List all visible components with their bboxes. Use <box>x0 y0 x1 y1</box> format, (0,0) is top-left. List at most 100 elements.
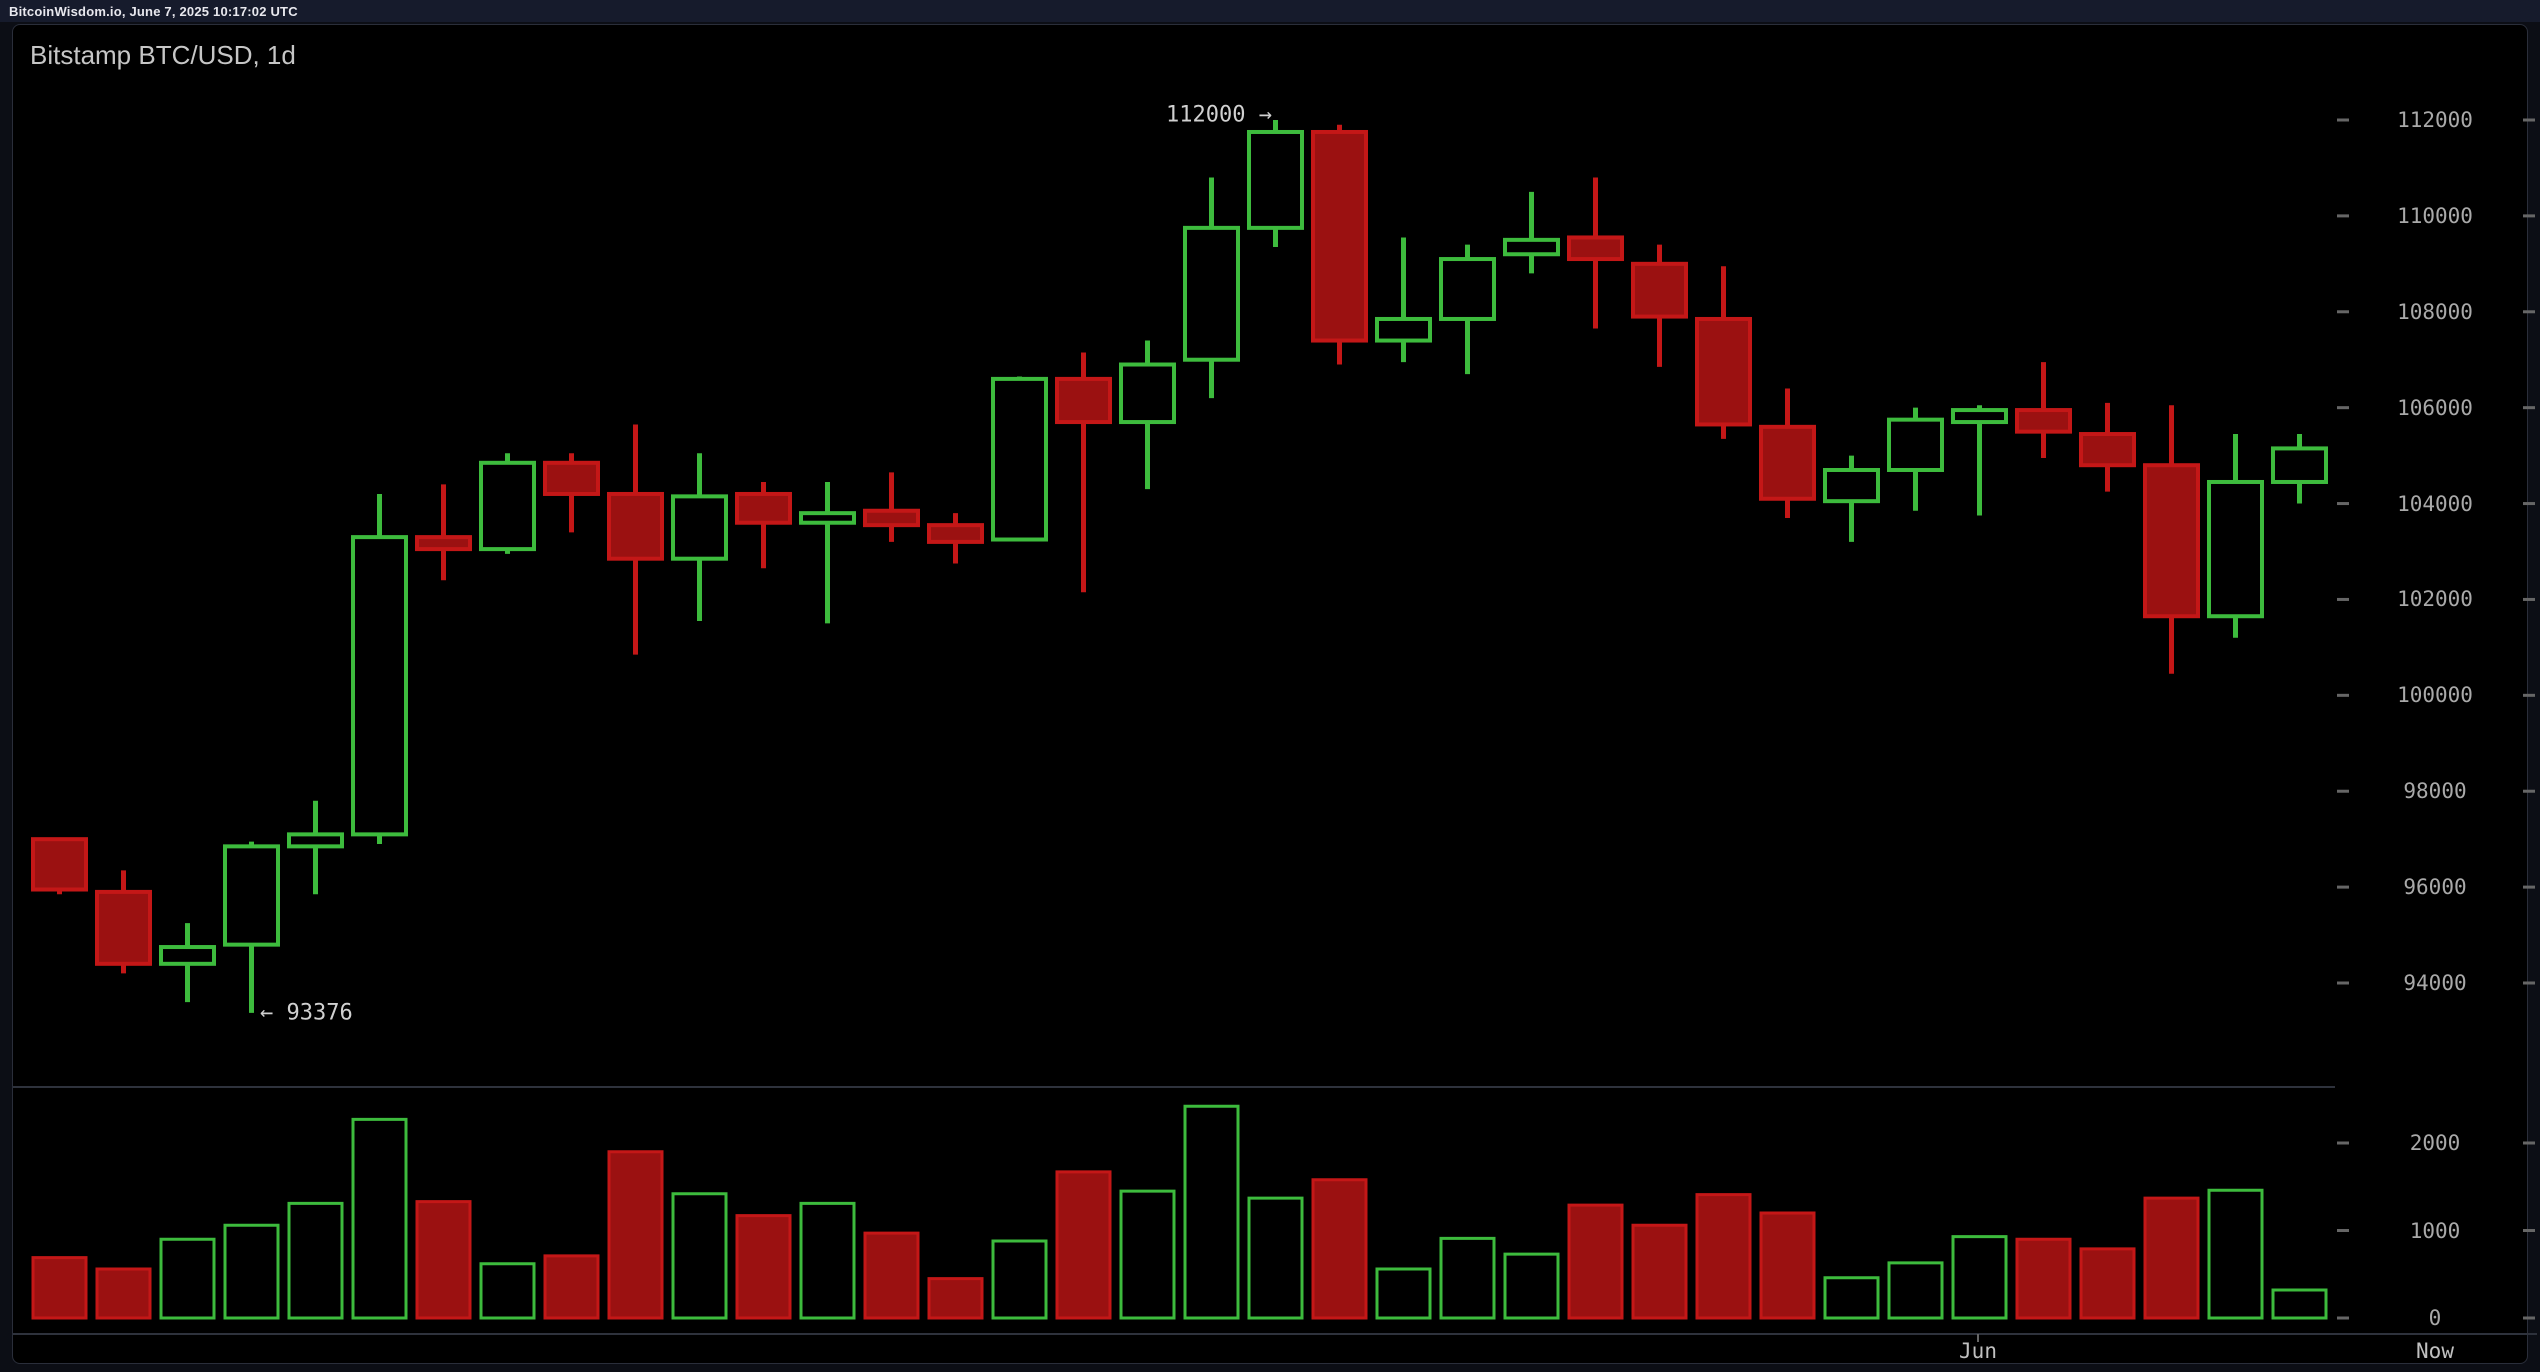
price-tick <box>2337 885 2349 889</box>
candle-body <box>479 460 536 552</box>
volume-bar <box>799 1201 856 1320</box>
price-tick <box>2337 981 2349 985</box>
candle-body <box>1887 417 1944 472</box>
volume-bar <box>1247 1196 1304 1320</box>
volume-bar <box>1631 1223 1688 1320</box>
volume-bar <box>927 1277 984 1320</box>
volume-bar <box>2271 1288 2328 1320</box>
volume-bar <box>991 1239 1048 1320</box>
candle-body <box>2143 463 2200 619</box>
volume-bar <box>1951 1235 2008 1320</box>
price-axis-label: 112000 <box>2397 108 2473 132</box>
volume-bar <box>2079 1247 2136 1320</box>
volume-tick <box>2337 1141 2349 1145</box>
candle-body <box>671 494 728 561</box>
price-tick <box>2337 502 2349 506</box>
price-tick <box>2523 693 2535 697</box>
volume-bar <box>1567 1203 1624 1320</box>
price-axis-label: 98000 <box>2403 779 2467 804</box>
candle-body <box>1951 408 2008 425</box>
price-tick <box>2523 214 2535 218</box>
volume-bar <box>2143 1196 2200 1320</box>
candle-body <box>2015 408 2072 434</box>
price-axis-label: 96000 <box>2403 875 2467 900</box>
price-tick <box>2523 597 2535 601</box>
candle-body <box>1247 129 1304 230</box>
volume-bar <box>1055 1170 1112 1320</box>
chart-panel <box>12 24 2528 1364</box>
candle-body <box>2079 432 2136 468</box>
candle-body <box>1055 376 1112 425</box>
candle-body <box>351 535 408 837</box>
price-axis-label: 100000 <box>2397 683 2473 708</box>
price-axis-label: 104000 <box>2397 491 2473 516</box>
candle-body <box>31 837 88 892</box>
volume-bar <box>1311 1178 1368 1320</box>
top-status-bar: BitcoinWisdom.io, June 7, 2025 10:17:02 … <box>0 0 2540 22</box>
price-axis-label: 102000 <box>2397 587 2473 612</box>
low-price-annotation: ← 93376 <box>260 1000 353 1026</box>
volume-tick <box>2523 1229 2535 1232</box>
price-tick <box>2523 118 2535 122</box>
volume-axis-label: 0 <box>2428 1306 2442 1330</box>
price-tick <box>2337 597 2349 601</box>
price-tick <box>2337 406 2349 410</box>
price-tick <box>2523 981 2535 985</box>
candle-body <box>1759 424 1816 501</box>
volume-bar <box>287 1201 344 1320</box>
candle-body <box>95 889 152 966</box>
volume-bar <box>1887 1261 1944 1320</box>
candle-body <box>927 523 984 544</box>
price-tick <box>2337 310 2349 314</box>
candle-body <box>1183 225 1240 362</box>
volume-bar <box>863 1231 920 1320</box>
candle-body <box>607 491 664 561</box>
price-axis-label: 110000 <box>2397 203 2473 228</box>
volume-bar <box>671 1192 728 1320</box>
candle-body <box>223 844 280 947</box>
volume-bar <box>1823 1276 1880 1320</box>
price-tick <box>2523 310 2535 314</box>
candle-body <box>1567 235 1624 262</box>
candle-body <box>1695 316 1752 427</box>
volume-bar <box>1375 1267 1432 1320</box>
volume-tick <box>2337 1229 2349 1232</box>
volume-bar <box>1759 1211 1816 1320</box>
volume-bar <box>2207 1188 2264 1320</box>
x-axis-now-label: Now <box>2416 1339 2454 1363</box>
candle-body <box>415 535 472 552</box>
volume-bar <box>31 1256 88 1320</box>
volume-tick <box>2523 1141 2535 1145</box>
candle-body <box>1503 237 1560 257</box>
volume-bar <box>1503 1252 1560 1320</box>
volume-axis-label: 1000 <box>2409 1218 2461 1243</box>
volume-bar <box>1183 1104 1240 1320</box>
candle-body <box>1311 129 1368 343</box>
volume-bar <box>479 1262 536 1320</box>
price-tick <box>2337 118 2349 122</box>
volume-tick <box>2337 1316 2349 1320</box>
x-axis-month-label: Jun <box>1959 1339 1997 1363</box>
price-axis-label: 108000 <box>2397 299 2473 324</box>
volume-bar <box>1439 1236 1496 1320</box>
volume-bar <box>95 1267 152 1320</box>
volume-bar <box>2015 1237 2072 1320</box>
price-axis-label: 106000 <box>2397 395 2473 420</box>
candle-body <box>735 491 792 525</box>
volume-bar <box>1119 1189 1176 1320</box>
candle-body <box>543 460 600 496</box>
volume-axis-label: 2000 <box>2409 1131 2461 1155</box>
price-tick <box>2523 789 2535 793</box>
volume-bar <box>415 1200 472 1320</box>
candle-body <box>991 376 1048 542</box>
price-tick <box>2523 502 2535 506</box>
volume-bar <box>543 1254 600 1320</box>
candle-body <box>863 508 920 528</box>
candle-body <box>287 832 344 849</box>
candle-body <box>1119 362 1176 425</box>
volume-bar <box>159 1237 216 1320</box>
candle-body <box>799 511 856 525</box>
candle-body <box>1823 467 1880 504</box>
candle-body <box>2207 479 2264 619</box>
